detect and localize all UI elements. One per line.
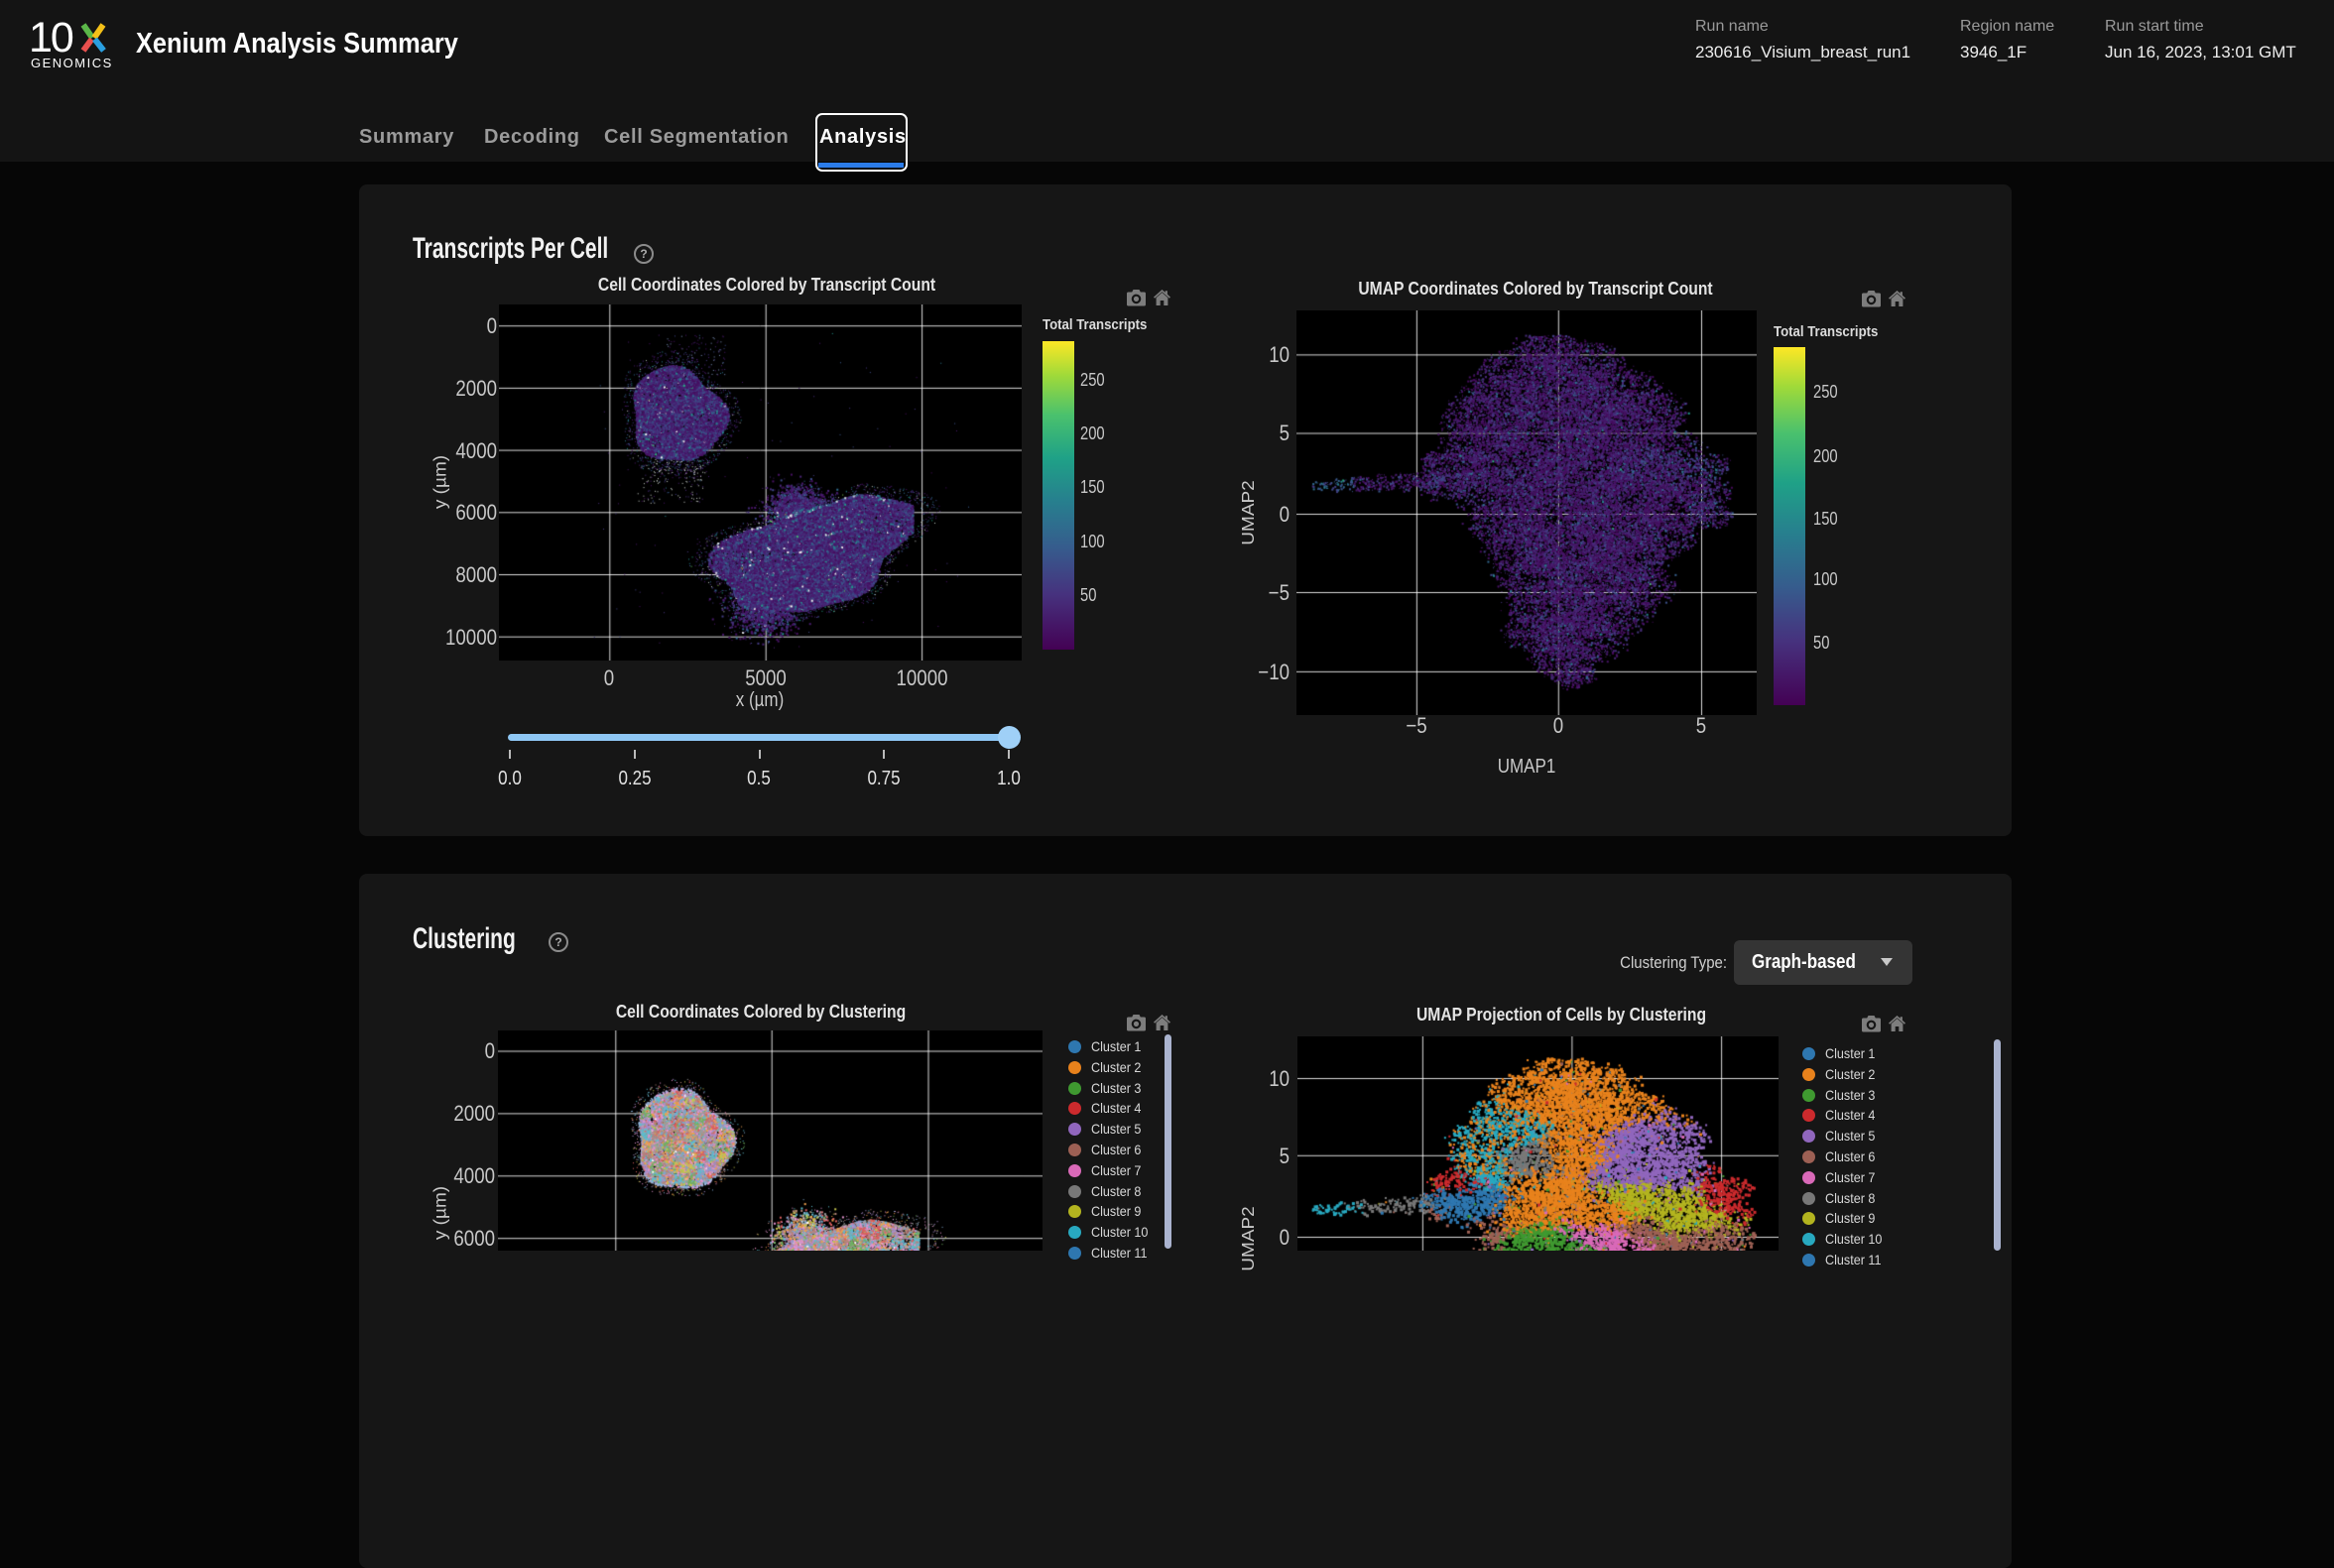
svg-text:GENOMICS: GENOMICS xyxy=(31,56,113,69)
svg-text:10: 10 xyxy=(31,14,73,61)
